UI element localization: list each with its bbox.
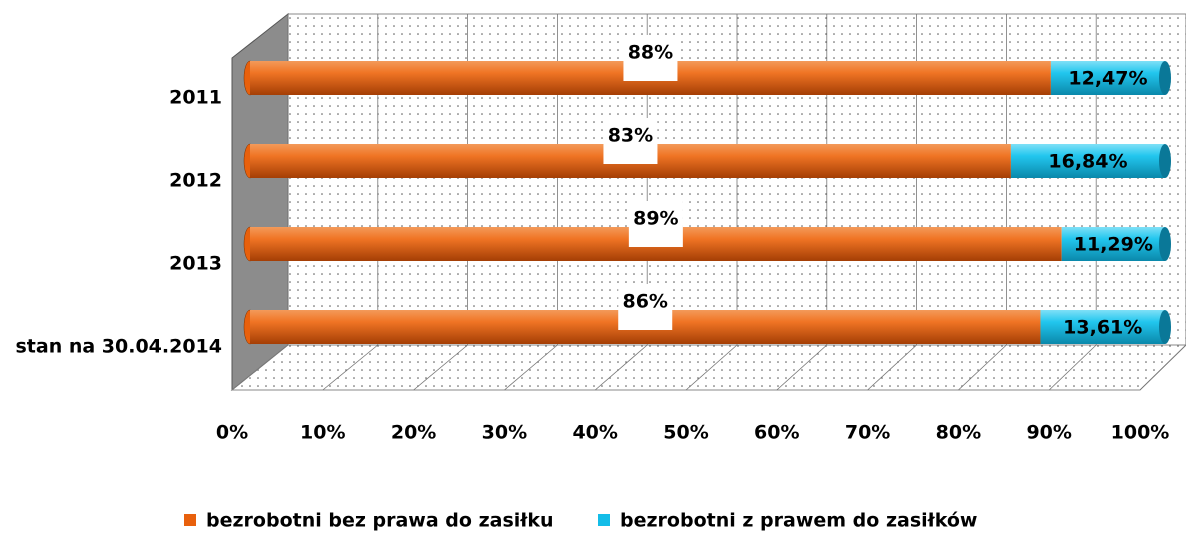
label-box bbox=[628, 201, 683, 247]
x-tick-label: 20% bbox=[391, 422, 436, 444]
grid-line bbox=[1048, 344, 1097, 391]
bar-cap bbox=[1159, 61, 1171, 95]
label-box bbox=[603, 118, 658, 164]
legend-swatch bbox=[184, 514, 196, 526]
bar-cap bbox=[1159, 144, 1171, 178]
x-tick-label: 70% bbox=[845, 422, 890, 444]
legend-label: bezrobotni z prawem do zasiłków bbox=[620, 510, 977, 532]
legend-swatch bbox=[598, 514, 610, 526]
bar bbox=[1050, 61, 1165, 95]
data-label: 11,29% bbox=[1074, 234, 1153, 256]
data-label: 13,61% bbox=[1063, 317, 1142, 339]
bar bbox=[1061, 227, 1165, 261]
bar-cap bbox=[1159, 310, 1171, 344]
y-tick-label: 2013 bbox=[169, 253, 222, 275]
x-tick-label: 100% bbox=[1111, 422, 1170, 444]
data-label: 83% bbox=[608, 125, 653, 147]
grid-line bbox=[685, 344, 738, 391]
grid-line bbox=[867, 344, 917, 391]
grid-line bbox=[1139, 344, 1186, 391]
bar bbox=[1040, 310, 1165, 344]
x-tick-label: 90% bbox=[1026, 422, 1071, 444]
floor bbox=[230, 344, 1186, 391]
data-label: 86% bbox=[622, 291, 667, 313]
data-label: 16,84% bbox=[1048, 151, 1127, 173]
x-tick-label: 80% bbox=[936, 422, 981, 444]
x-tick-label: 30% bbox=[482, 422, 527, 444]
grid-line bbox=[958, 344, 1007, 391]
x-tick-label: 0% bbox=[216, 422, 248, 444]
grid-line bbox=[504, 344, 558, 391]
data-label: 88% bbox=[628, 42, 673, 64]
bar-cap bbox=[1159, 227, 1171, 261]
grid-line bbox=[594, 344, 648, 391]
y-tick-label: 2011 bbox=[169, 87, 222, 109]
y-tick-label: stan na 30.04.2014 bbox=[15, 336, 222, 358]
legend-label: bezrobotni bez prawa do zasiłku bbox=[206, 510, 553, 532]
data-label: 89% bbox=[633, 208, 678, 230]
grid-line bbox=[413, 344, 468, 391]
y-tick-label: 2012 bbox=[169, 170, 222, 192]
grid-line bbox=[322, 344, 379, 391]
grid-line bbox=[776, 344, 828, 391]
x-tick-label: 60% bbox=[754, 422, 799, 444]
x-tick-label: 40% bbox=[572, 422, 617, 444]
grid-line bbox=[231, 344, 289, 391]
x-tick-label: 10% bbox=[300, 422, 345, 444]
bar bbox=[1010, 144, 1165, 178]
label-box bbox=[618, 284, 673, 330]
x-tick-label: 50% bbox=[663, 422, 708, 444]
data-label: 12,47% bbox=[1068, 68, 1147, 90]
label-box bbox=[623, 35, 678, 81]
